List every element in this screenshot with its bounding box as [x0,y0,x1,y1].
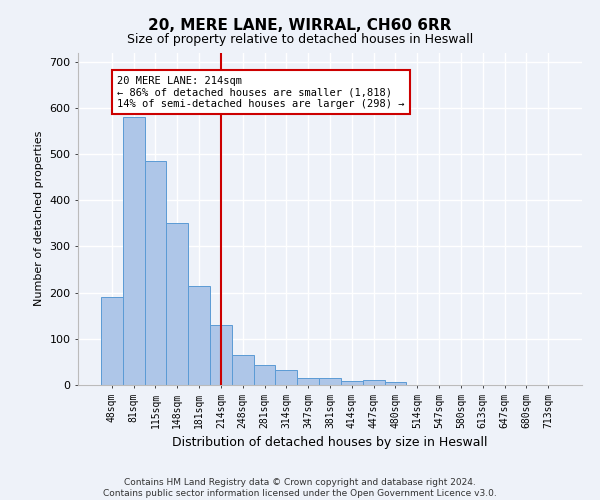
Bar [297,378,319,385]
Y-axis label: Number of detached properties: Number of detached properties [34,131,44,306]
Bar [210,325,232,385]
Bar [232,355,254,385]
Bar [166,224,188,385]
X-axis label: Distribution of detached houses by size in Heswall: Distribution of detached houses by size … [172,436,488,449]
Text: 20 MERE LANE: 214sqm
← 86% of detached houses are smaller (1,818)
14% of semi-de: 20 MERE LANE: 214sqm ← 86% of detached h… [117,76,405,109]
Text: 20, MERE LANE, WIRRAL, CH60 6RR: 20, MERE LANE, WIRRAL, CH60 6RR [148,18,452,32]
Bar [123,117,145,385]
Bar [319,378,341,385]
Bar [254,365,275,385]
Bar [275,370,297,385]
Text: Size of property relative to detached houses in Heswall: Size of property relative to detached ho… [127,32,473,46]
Bar [363,380,385,385]
Bar [385,382,406,385]
Bar [341,382,363,385]
Bar [188,286,210,385]
Bar [145,161,166,385]
Bar [101,298,123,385]
Text: Contains HM Land Registry data © Crown copyright and database right 2024.
Contai: Contains HM Land Registry data © Crown c… [103,478,497,498]
